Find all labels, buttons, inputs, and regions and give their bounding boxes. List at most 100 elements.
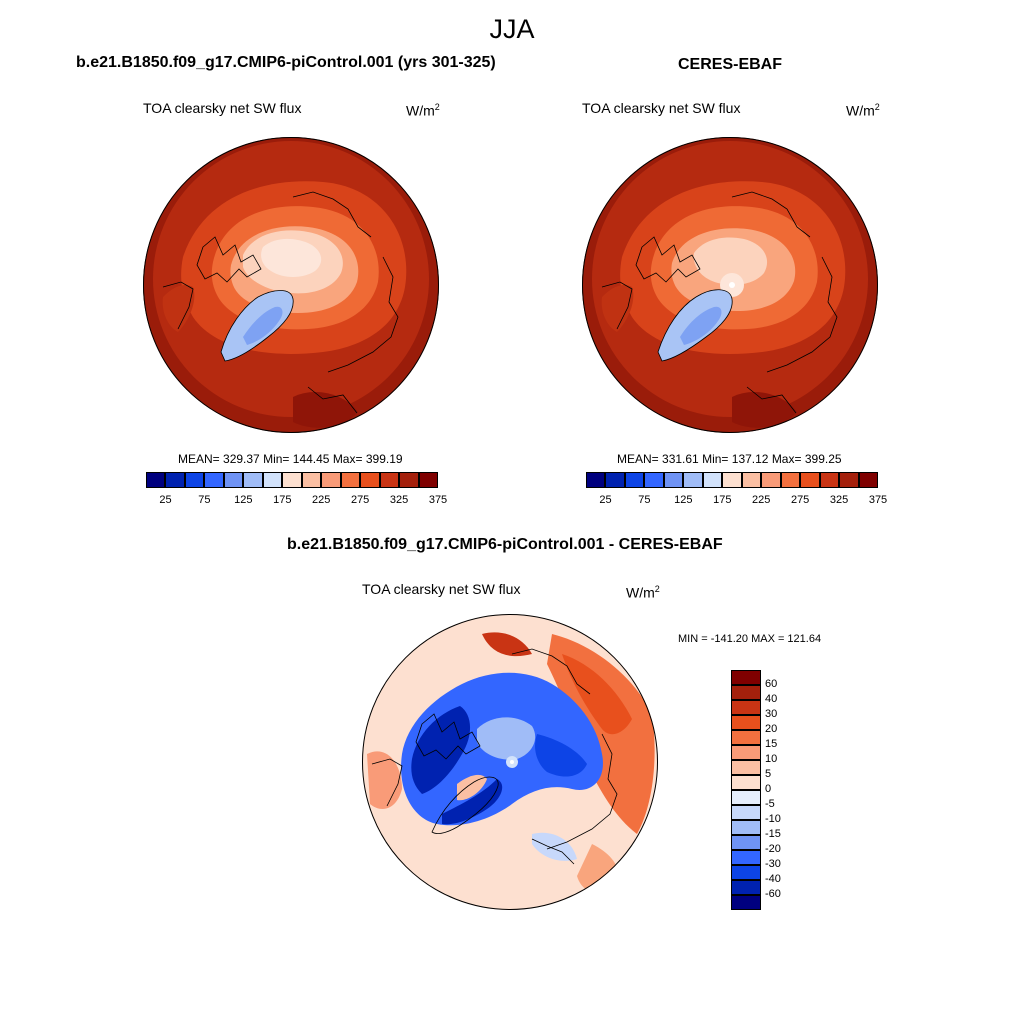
diff-colorbar-tick-label: 0 xyxy=(765,783,772,795)
model-colorbar-tick-label: 325 xyxy=(389,494,409,506)
diff-colorbar-box xyxy=(731,820,761,835)
model-min-label: Min= xyxy=(263,452,290,466)
diff-colorbar-box xyxy=(731,685,761,700)
diff-polar-map xyxy=(362,614,658,910)
model-colorbar-tick-label: 375 xyxy=(428,494,448,506)
obs-polar-map xyxy=(582,137,878,433)
model-colorbar-tick-label: 275 xyxy=(350,494,370,506)
model-colorbar: 25 75 125 175 225 275 325 375 xyxy=(146,472,447,506)
diff-colorbar-tick-label: 30 xyxy=(765,708,778,720)
diff-colorbar-box xyxy=(731,895,761,910)
diff-colorbar-tick-label: 10 xyxy=(765,753,778,765)
model-colorbar-tick-label: 125 xyxy=(234,494,253,506)
diff-colorbar-box xyxy=(731,730,761,745)
diff-colorbar-box xyxy=(731,700,761,715)
obs-colorbar-box xyxy=(683,472,703,488)
obs-colorbar: 25 75 125 175 225 275 325 375 xyxy=(586,472,887,506)
model-panel-title: b.e21.B1850.f09_g17.CMIP6-piControl.001 … xyxy=(76,54,496,71)
diff-units-label: W/m2 xyxy=(626,584,660,601)
model-colorbar-box xyxy=(262,472,283,488)
diff-colorbar-tick-label: -5 xyxy=(765,798,775,810)
diff-colorbar-tick-label: -10 xyxy=(765,813,781,825)
obs-colorbar-box xyxy=(605,472,625,488)
diff-colorbar-tick-label: 15 xyxy=(765,738,778,750)
season-title: JJA xyxy=(489,14,535,44)
obs-colorbar-tick-label: 325 xyxy=(829,494,849,506)
obs-colorbar-box xyxy=(644,472,664,488)
diff-colorbar: 60 40 30 20 15 10 5 0 -5 -10 -15 -20 -30 -40 -60 xyxy=(731,670,781,910)
model-colorbar-box xyxy=(399,472,419,488)
model-colorbar-box xyxy=(340,472,361,488)
diff-colorbar-box xyxy=(731,835,761,850)
obs-min-label: Min= xyxy=(702,452,729,466)
diff-colorbar-tick-label: -60 xyxy=(765,888,781,900)
obs-colorbar-box xyxy=(839,472,859,488)
diff-variable-label: TOA clearsky net SW flux xyxy=(362,581,521,597)
diff-minmax-text: MIN = -141.20 MAX = 121.64 xyxy=(678,633,822,645)
diff-colorbar-tick-label: -30 xyxy=(765,858,781,870)
model-colorbar-box xyxy=(165,472,185,488)
obs-colorbar-box xyxy=(702,472,723,488)
model-colorbar-box xyxy=(184,472,205,488)
obs-stats: MEAN= 331.61 Min= 137.12 Max= 399.25 xyxy=(617,452,842,466)
obs-units-label: W/m2 xyxy=(846,102,880,119)
diff-colorbar-box xyxy=(731,715,761,730)
obs-colorbar-box xyxy=(722,472,742,488)
diff-colorbar-box xyxy=(731,880,761,895)
obs-colorbar-box xyxy=(741,472,762,488)
obs-colorbar-box xyxy=(800,472,820,488)
obs-variable-label: TOA clearsky net SW flux xyxy=(582,100,741,116)
obs-mean-value: 331.61 xyxy=(662,452,699,466)
diff-colorbar-tick-label: -15 xyxy=(765,828,781,840)
model-colorbar-box xyxy=(282,472,302,488)
obs-max-label: Max= xyxy=(771,452,802,466)
model-min-value: 144.45 xyxy=(292,452,330,466)
obs-colorbar-box xyxy=(761,472,781,488)
model-colorbar-box xyxy=(379,472,400,488)
diff-colorbar-box xyxy=(731,775,761,790)
obs-colorbar-tick-label: 175 xyxy=(713,494,732,506)
model-colorbar-box xyxy=(418,472,438,488)
model-colorbar-tick-label: 25 xyxy=(159,494,172,506)
model-max-label: Max= xyxy=(332,452,363,466)
model-colorbar-box xyxy=(360,472,380,488)
model-colorbar-box xyxy=(243,472,263,488)
obs-colorbar-box xyxy=(780,472,801,488)
obs-colorbar-tick-label: 375 xyxy=(868,494,888,506)
obs-colorbar-box xyxy=(858,472,878,488)
model-colorbar-box xyxy=(146,472,166,488)
obs-colorbar-box xyxy=(819,472,840,488)
diff-colorbar-tick-label: -40 xyxy=(765,873,781,885)
model-mean-label: MEAN= xyxy=(178,452,220,466)
model-colorbar-tick-label: 225 xyxy=(312,494,331,506)
diff-colorbar-box xyxy=(731,805,761,820)
diff-colorbar-tick-label: 5 xyxy=(765,768,772,780)
diff-colorbar-box xyxy=(731,760,761,775)
obs-colorbar-tick-label: 75 xyxy=(638,494,651,506)
model-colorbar-box xyxy=(223,472,244,488)
diff-colorbar-tick-label: 40 xyxy=(765,693,778,705)
diff-panel-title: b.e21.B1850.f09_g17.CMIP6-piControl.001 … xyxy=(287,536,723,553)
obs-min-value: 137.12 xyxy=(731,452,769,466)
model-polar-map xyxy=(143,137,439,433)
obs-colorbar-box xyxy=(624,472,645,488)
diff-colorbar-tick-label: 20 xyxy=(765,723,778,735)
diff-colorbar-box xyxy=(731,745,761,760)
obs-colorbar-tick-label: 125 xyxy=(674,494,693,506)
diff-colorbar-tick-label: -20 xyxy=(765,843,781,855)
obs-colorbar-box xyxy=(586,472,606,488)
model-colorbar-tick-label: 75 xyxy=(198,494,211,506)
obs-colorbar-tick-label: 225 xyxy=(752,494,771,506)
obs-mean-label: MEAN= xyxy=(617,452,659,466)
diff-colorbar-box xyxy=(731,865,761,880)
model-stats: MEAN= 329.37 Min= 144.45 Max= 399.19 xyxy=(178,452,403,466)
obs-max-value: 399.25 xyxy=(804,452,842,466)
diff-colorbar-box xyxy=(731,850,761,865)
obs-panel-title: CERES-EBAF xyxy=(678,56,783,73)
model-colorbar-box xyxy=(204,472,224,488)
obs-colorbar-tick-label: 25 xyxy=(599,494,612,506)
obs-colorbar-box xyxy=(663,472,684,488)
model-colorbar-box xyxy=(321,472,341,488)
model-colorbar-tick-label: 175 xyxy=(273,494,292,506)
model-colorbar-box xyxy=(301,472,322,488)
